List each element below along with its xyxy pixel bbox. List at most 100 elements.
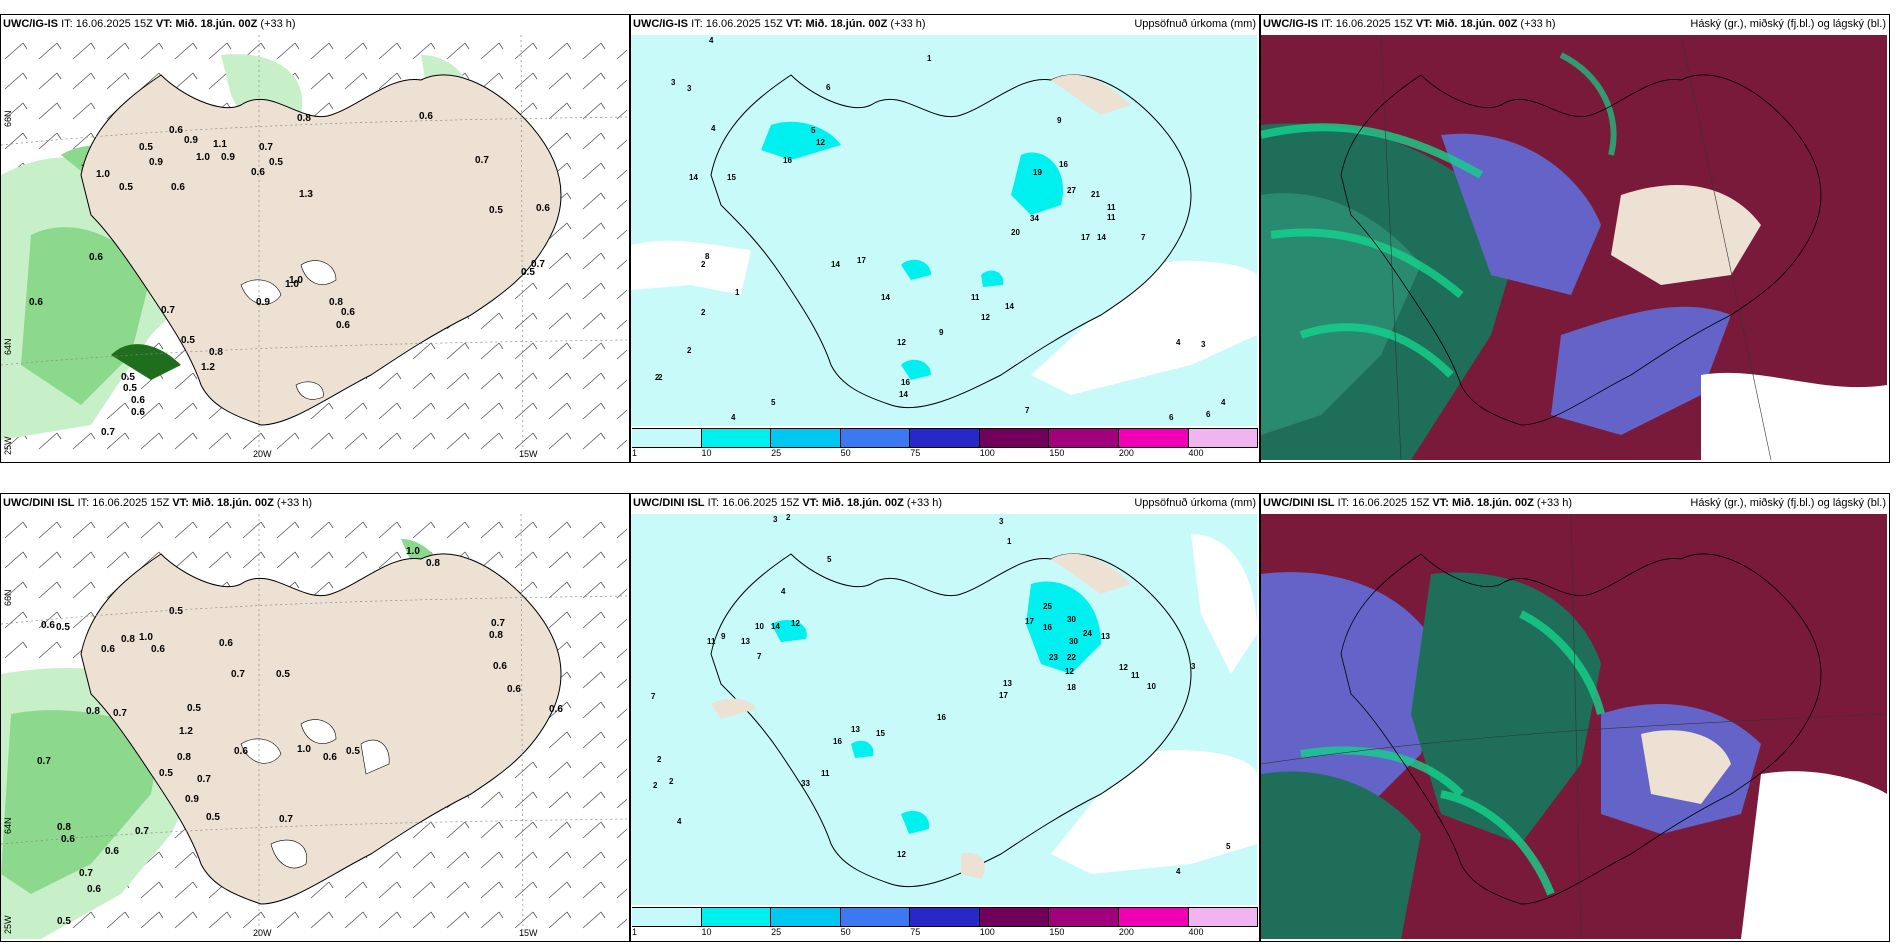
map-value: 1.0 <box>297 744 311 755</box>
panel-dini-wind-precip: UWC/DINI ISL IT: 16.06.2025 15Z VT: Mið.… <box>0 493 630 942</box>
map-value: 14 <box>831 260 840 269</box>
map-value: 2 <box>657 755 662 764</box>
legend-swatch <box>840 908 911 926</box>
map-value: 1.0 <box>406 546 420 557</box>
map-value: 18 <box>1067 683 1076 692</box>
legend-tick: 75 <box>910 927 921 937</box>
map-value: 0.8 <box>86 706 100 717</box>
map-value: 2 <box>687 346 692 355</box>
map-value: 0.6 <box>169 125 183 136</box>
precip-legend: 1 10 25 50 75 100 150 200 400 <box>631 428 1259 462</box>
legend-swatch <box>1188 429 1259 447</box>
map-value: 0.6 <box>336 320 350 331</box>
map-value: 2 <box>701 308 706 317</box>
map-value: 0.7 <box>475 155 489 166</box>
legend-tick: 200 <box>1118 448 1134 458</box>
map-value: 0.7 <box>279 814 293 825</box>
map-value: 4 <box>711 124 716 133</box>
map-value: 0.7 <box>161 305 175 316</box>
map-value: 12 <box>816 138 825 147</box>
map-value: 0.6 <box>323 752 337 763</box>
map-value: 19 <box>1033 168 1042 177</box>
map-value: 4 <box>731 413 736 422</box>
panel-subtitle: Uppsöfnuð úrkoma (mm) <box>1134 18 1256 30</box>
map-value: 0.5 <box>123 383 137 394</box>
map-value: 34 <box>1030 214 1039 223</box>
map-value: 0.5 <box>139 142 153 153</box>
map-value: 1 <box>1007 537 1012 546</box>
map-value: 0.5 <box>121 372 135 383</box>
legend-tick: 150 <box>1049 448 1065 458</box>
map-value: 13 <box>1003 679 1012 688</box>
legend-tick: 1 <box>632 448 638 458</box>
lat-label: 66N <box>3 110 13 127</box>
map-value: 14 <box>1097 233 1106 242</box>
map-value: 16 <box>1043 623 1052 632</box>
map-value: 25 <box>1043 602 1052 611</box>
map-value: 11 <box>821 769 830 778</box>
map-value: 0.6 <box>151 644 165 655</box>
map-dini-wind: 0.6 0.5 1.0 0.8 0.6 0.5 0.6 0.6 0.7 0.5 … <box>1 514 627 939</box>
panel-ig-clouds: UWC/IG-IS IT: 16.06.2025 15Z VT: Mið. 18… <box>1260 14 1890 463</box>
map-value: 0.8 <box>57 822 71 833</box>
map-value: 23 <box>1049 653 1058 662</box>
map-value: 0.6 <box>131 407 145 418</box>
legend-tick: 75 <box>910 448 921 458</box>
map-value: 1.2 <box>179 726 193 737</box>
map-value: 0.7 <box>531 259 545 270</box>
map-value: 27 <box>1067 186 1076 195</box>
map-value: 0.6 <box>131 395 145 406</box>
map-value: 0.6 <box>507 684 521 695</box>
panel-ig-wind-precip: UWC/IG-IS IT: 16.06.2025 15Z VT: Mið. 18… <box>0 14 630 463</box>
map-value: 2 <box>655 373 660 382</box>
map-value: 3 <box>687 84 692 93</box>
map-value: 3 <box>773 515 778 524</box>
map-value: 9 <box>939 328 944 337</box>
legend-swatch <box>771 908 841 926</box>
panel-subtitle: Uppsöfnuð úrkoma (mm) <box>1134 497 1256 509</box>
map-value: 0.6 <box>87 884 101 895</box>
legend-swatch <box>701 429 772 447</box>
lon-label: 20W <box>253 449 272 459</box>
panel-subtitle: Háský (gr.), miðský (fj.bl.) og lágský (… <box>1690 18 1886 30</box>
map-value: 0.5 <box>489 205 503 216</box>
map-value: 21 <box>1091 190 1100 199</box>
map-value: 4 <box>709 36 714 45</box>
map-value: 0.6 <box>29 297 43 308</box>
map-value: 1 <box>927 54 932 63</box>
map-value: 0.7 <box>135 826 149 837</box>
map-value: 0.5 <box>57 916 71 927</box>
map-value: 0.5 <box>521 267 535 278</box>
lat-label: 66N <box>3 589 13 606</box>
map-value: 0.8 <box>329 297 343 308</box>
map-value: 11 <box>1107 213 1116 222</box>
map-value: 0.6 <box>219 638 233 649</box>
map-value: 1.0 <box>289 275 303 286</box>
legend-tick: 100 <box>979 448 995 458</box>
panel-title: UWC/DINI ISL IT: 16.06.2025 15Z VT: Mið.… <box>3 497 313 509</box>
precip-legend: 1 10 25 50 75 100 150 200 400 <box>631 907 1259 941</box>
map-value: 30 <box>1069 637 1078 646</box>
map-value: 2 <box>701 260 706 269</box>
panel-dini-precip: UWC/DINI ISL IT: 16.06.2025 15Z VT: Mið.… <box>630 493 1260 942</box>
map-value: 0.9 <box>149 157 163 168</box>
map-value: 2 <box>653 781 658 790</box>
map-value: 10 <box>755 622 764 631</box>
map-value: 0.6 <box>251 167 265 178</box>
map-value: 30 <box>1067 615 1076 624</box>
legend-swatch <box>1049 908 1119 926</box>
legend-swatch <box>979 429 1050 447</box>
map-ig-precip: 4 3 3 1 6 4 5 12 16 15 14 19 16 27 21 11… <box>631 35 1257 426</box>
map-value: 0.5 <box>56 622 70 633</box>
map-value: 12 <box>1119 663 1128 672</box>
map-value: 0.8 <box>209 347 223 358</box>
map-dini-precip: 3 2 5 4 7 10 14 12 11 13 9 7 25 17 30 16… <box>631 514 1257 905</box>
legend-tick: 400 <box>1188 448 1204 458</box>
legend-swatch <box>840 429 911 447</box>
panel-subtitle: Háský (gr.), miðský (fj.bl.) og lágský (… <box>1690 497 1886 509</box>
map-value: 17 <box>1025 617 1034 626</box>
map-ig-clouds <box>1261 35 1887 460</box>
panel-title: UWC/DINI ISL IT: 16.06.2025 15Z VT: Mið.… <box>633 497 943 509</box>
map-value: 12 <box>981 313 990 322</box>
map-value: 15 <box>876 729 885 738</box>
